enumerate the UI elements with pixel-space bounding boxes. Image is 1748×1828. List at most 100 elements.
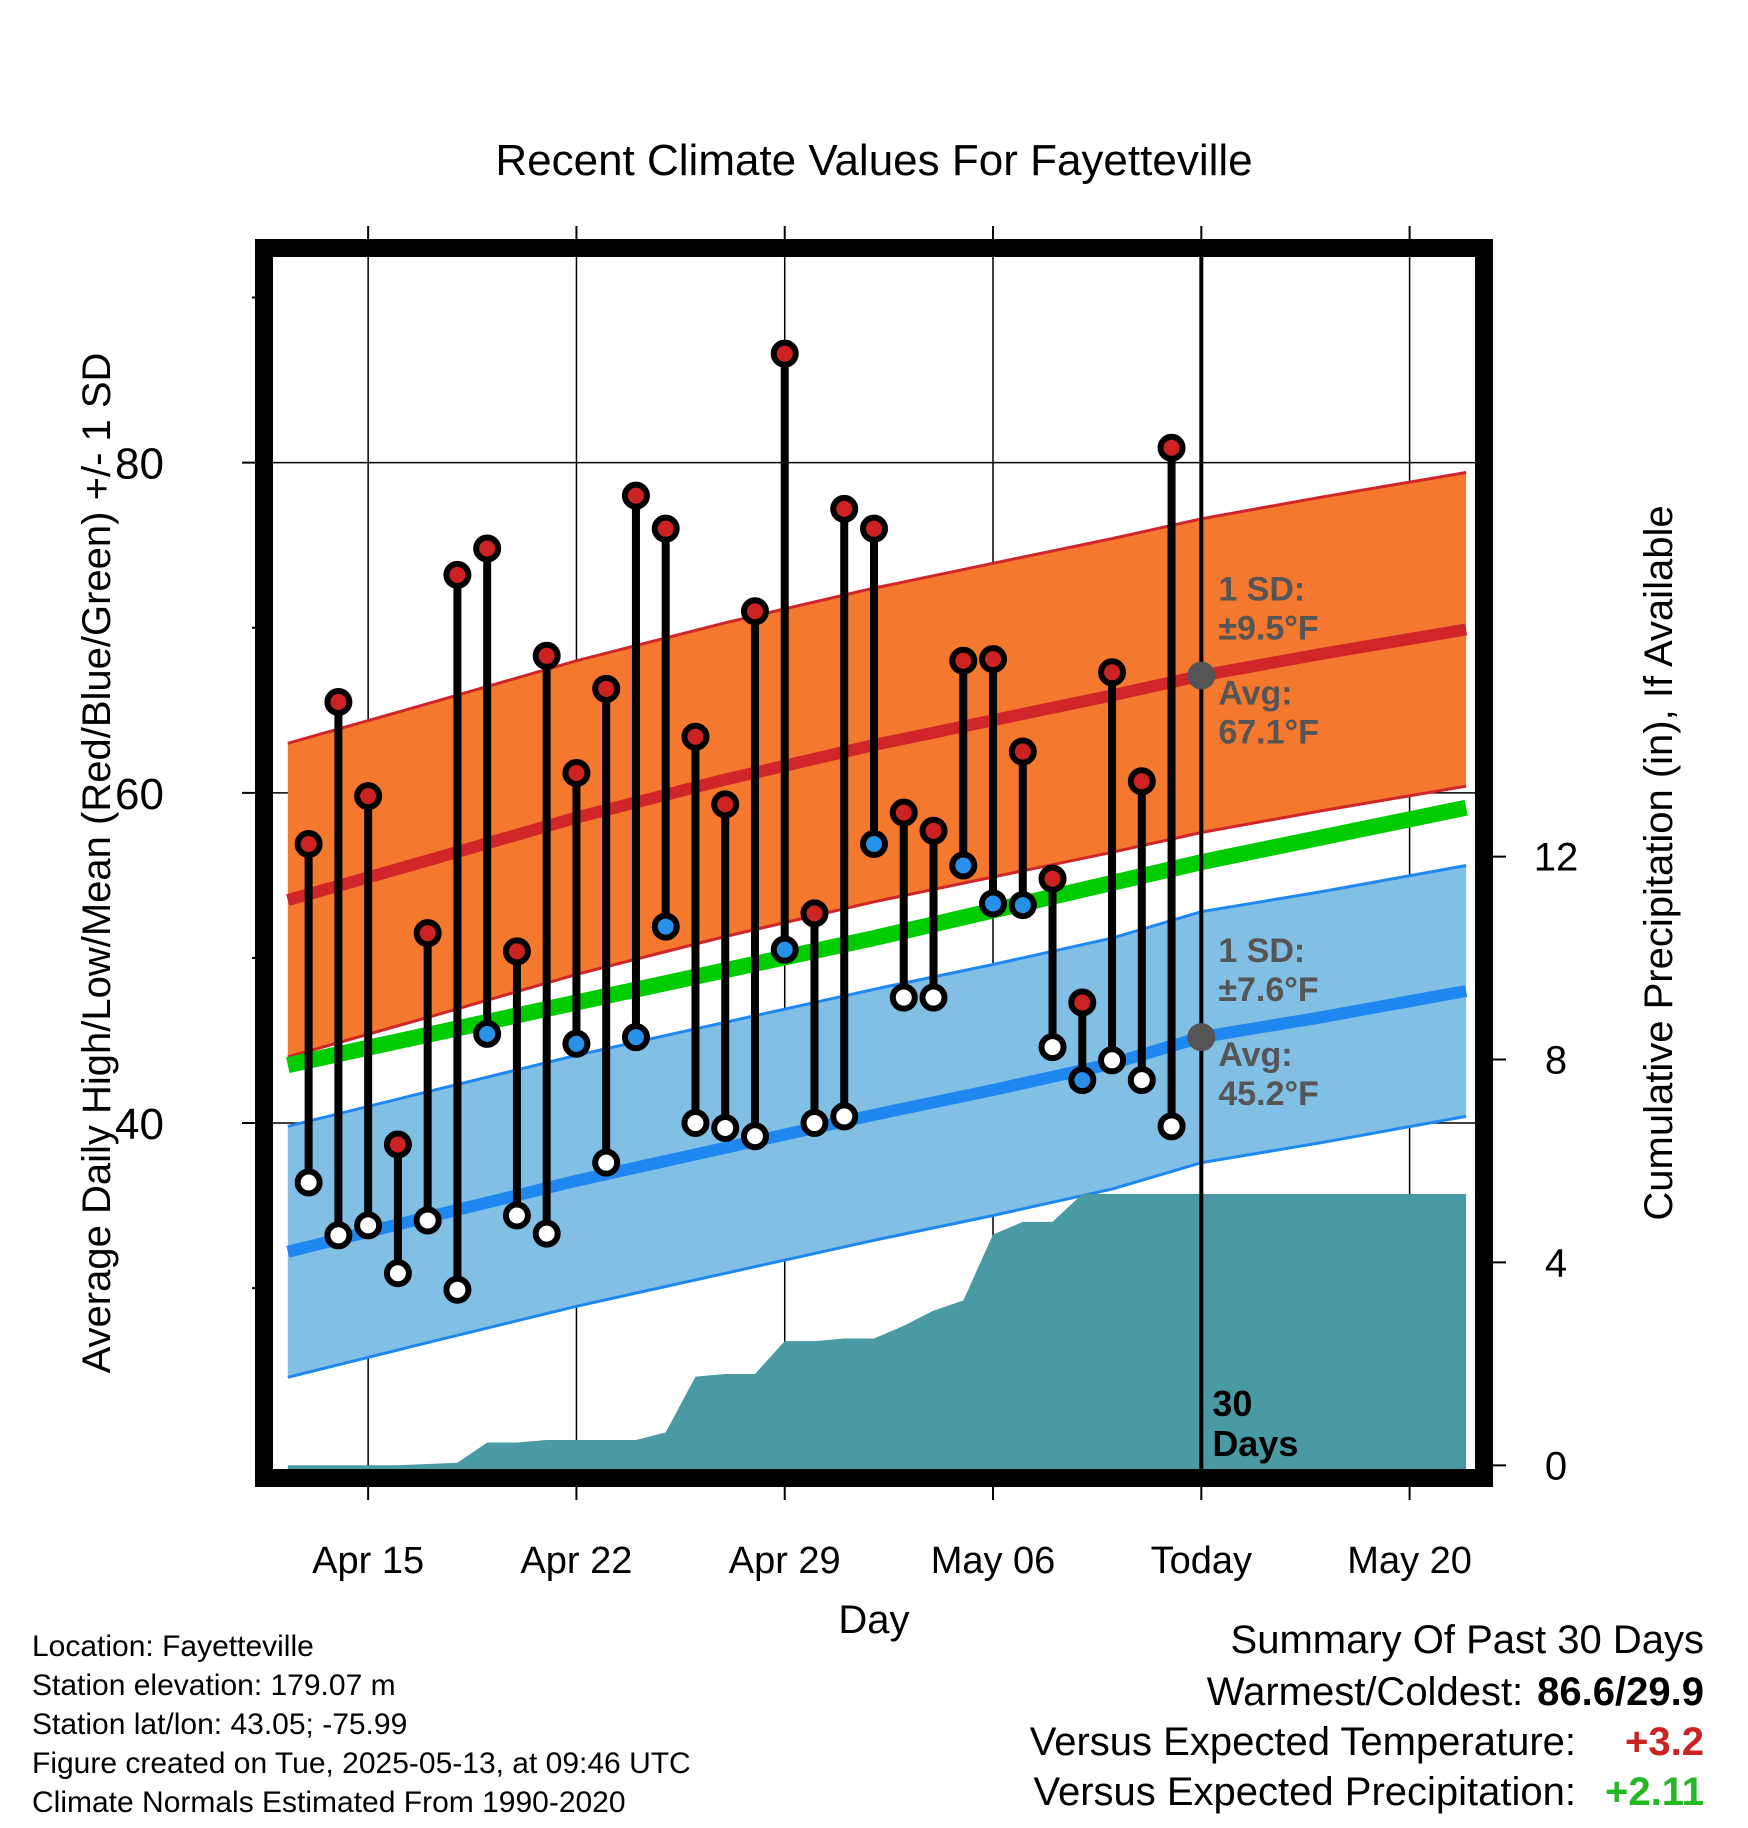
- daily-high-point: [711, 790, 740, 819]
- window-days-text: Days: [1212, 1423, 1298, 1464]
- daily-low-point: [592, 1148, 621, 1177]
- daily-high-point: [770, 339, 799, 368]
- daily-low-point: [919, 983, 948, 1012]
- daily-high-point: [592, 674, 621, 703]
- location-text: Location: Fayetteville: [32, 1630, 314, 1663]
- daily-low-point: [324, 1221, 353, 1250]
- daily-high-point: [383, 1130, 412, 1159]
- x-tick-label: Apr 15: [312, 1540, 424, 1582]
- window-days-number: 30: [1212, 1383, 1252, 1424]
- daily-high-point: [1008, 737, 1037, 766]
- y2-axis-label: Cumulative Precipitation (in), If Availa…: [1637, 505, 1681, 1220]
- daily-low-point: [621, 1023, 650, 1052]
- daily-high-point: [1098, 658, 1127, 687]
- low-normal-lower-edge: [287, 1114, 1467, 1379]
- summary-precipitation-label: Versus Expected Precipitation:: [1033, 1770, 1576, 1814]
- plot-frame: [255, 239, 1493, 1487]
- low-normal-marker: [1187, 1023, 1216, 1052]
- y-axis-label: Average Daily High/Low/Mean (Red/Blue/Gr…: [75, 353, 119, 1374]
- x-tick-label: May 20: [1347, 1540, 1472, 1582]
- daily-low-point: [651, 912, 680, 941]
- x-tick-label: Apr 29: [729, 1540, 841, 1582]
- daily-high-point: [473, 534, 502, 563]
- daily-low-point: [1008, 891, 1037, 920]
- x-tick-label: Apr 22: [520, 1540, 632, 1582]
- daily-high-point: [860, 514, 888, 543]
- low-sd-value: ±7.6°F: [1218, 971, 1318, 1009]
- daily-high-point: [651, 514, 680, 543]
- daily-high-point: [889, 798, 918, 827]
- daily-high-point: [502, 937, 531, 966]
- chart-title: Recent Climate Values For Fayetteville: [495, 136, 1252, 185]
- daily-high-point: [830, 494, 859, 523]
- y-tick-label: 80: [115, 440, 164, 489]
- y2-tick-label: 12: [1534, 836, 1579, 880]
- x-axis-label: Day: [838, 1598, 909, 1642]
- daily-high-point: [324, 688, 353, 717]
- daily-high-point: [800, 899, 829, 928]
- daily-high-point: [1068, 988, 1097, 1017]
- daily-high-point: [740, 597, 769, 626]
- high-normal-upper-edge: [287, 471, 1467, 745]
- daily-low-point: [889, 983, 918, 1012]
- daily-low-point: [562, 1029, 591, 1058]
- low-sd-label: 1 SD:: [1218, 932, 1305, 970]
- daily-high-point: [294, 830, 323, 859]
- daily-high-point: [621, 481, 650, 510]
- x-tick-label: Today: [1151, 1540, 1252, 1582]
- daily-high-point: [949, 646, 978, 675]
- figure-created-text: Figure created on Tue, 2025-05-13, at 09…: [32, 1747, 691, 1780]
- daily-high-point: [1127, 767, 1156, 796]
- daily-low-point: [740, 1122, 769, 1151]
- daily-low-point: [711, 1113, 740, 1142]
- y2-tick-label: 4: [1545, 1241, 1567, 1285]
- daily-low-point: [830, 1102, 859, 1131]
- daily-low-point: [532, 1219, 561, 1248]
- daily-high-point: [354, 782, 383, 811]
- daily-low-point: [1157, 1112, 1186, 1141]
- daily-high-point: [979, 645, 1008, 674]
- daily-high-point: [562, 759, 591, 788]
- low-avg-label: Avg:: [1218, 1036, 1292, 1074]
- climate-normals-text: Climate Normals Estimated From 1990-2020: [32, 1786, 626, 1819]
- daily-low-point: [354, 1211, 383, 1240]
- summary-precipitation-value: +2.11: [1604, 1770, 1704, 1814]
- daily-high-point: [681, 722, 710, 751]
- daily-high-point: [1038, 864, 1067, 893]
- station-latlon-text: Station lat/lon: 43.05; -75.99: [32, 1708, 408, 1741]
- summary-temperature: Versus Expected Temperature: +3.2: [1030, 1720, 1704, 1765]
- daily-low-point: [413, 1206, 442, 1235]
- daily-high-point: [413, 919, 442, 948]
- summary-extremes-value: 86.6/29.9: [1537, 1670, 1704, 1714]
- daily-low-point: [949, 851, 978, 880]
- daily-low-point: [294, 1168, 323, 1197]
- daily-observations: [294, 339, 1186, 1304]
- daily-low-point: [1068, 1066, 1097, 1095]
- station-elevation-text: Station elevation: 179.07 m: [32, 1669, 396, 1702]
- daily-low-point: [1127, 1066, 1156, 1095]
- daily-high-point: [919, 816, 948, 845]
- low-avg-value: 45.2°F: [1218, 1075, 1319, 1113]
- summary-heading: Summary Of Past 30 Days: [1230, 1618, 1704, 1662]
- y2-tick-label: 0: [1545, 1444, 1567, 1488]
- daily-low-point: [502, 1201, 531, 1230]
- daily-high-point: [443, 560, 472, 589]
- daily-high-point: [532, 641, 561, 670]
- high-normal-marker: [1187, 661, 1216, 690]
- daily-low-point: [473, 1019, 502, 1048]
- daily-low-point: [770, 935, 799, 964]
- summary-extremes: Warmest/Coldest: 86.6/29.9: [1207, 1670, 1704, 1715]
- x-tick-label: May 06: [931, 1540, 1056, 1582]
- y2-tick-label: 8: [1545, 1039, 1567, 1083]
- daily-low-point: [979, 889, 1008, 918]
- summary-extremes-label: Warmest/Coldest:: [1206, 1670, 1524, 1714]
- daily-low-point: [443, 1275, 472, 1304]
- daily-low-point: [800, 1109, 829, 1138]
- high-normal-average-line: [286, 623, 1468, 906]
- daily-high-point: [1157, 433, 1186, 462]
- low-normal-average-line: [286, 985, 1468, 1258]
- daily-low-point: [860, 830, 888, 859]
